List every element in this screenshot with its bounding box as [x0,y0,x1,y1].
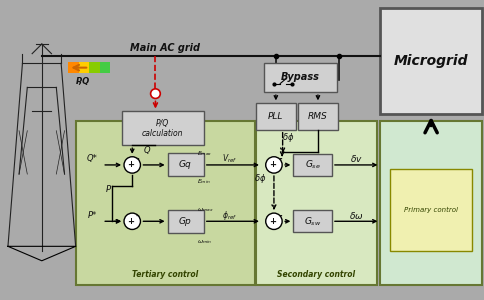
Circle shape [124,213,140,230]
Text: Secondary control: Secondary control [277,270,355,279]
Text: $\omega_{min}$: $\omega_{min}$ [196,238,212,246]
Text: -: - [136,212,139,220]
Text: P: P [106,185,111,194]
Text: Bypass: Bypass [281,72,319,82]
Text: RMS: RMS [307,112,327,121]
FancyBboxPatch shape [256,121,376,285]
Text: PLL: PLL [268,112,283,121]
Circle shape [265,213,282,230]
Bar [100,62,110,73]
Text: -: - [136,155,139,164]
Text: $V_{ref}$: $V_{ref}$ [221,152,237,165]
Text: $\phi_{ref}$: $\phi_{ref}$ [222,208,237,221]
Text: Q: Q [143,146,150,154]
Text: $\delta v$: $\delta v$ [349,153,362,164]
Text: Q*: Q* [87,154,98,163]
Text: $G_{se}$: $G_{se}$ [304,159,320,171]
FancyBboxPatch shape [167,153,203,176]
FancyBboxPatch shape [256,103,295,130]
Text: $\delta\phi$: $\delta\phi$ [254,172,266,185]
Text: Gq: Gq [179,160,191,169]
FancyBboxPatch shape [293,154,331,176]
Text: -: - [278,212,282,220]
Text: P*: P* [88,211,97,220]
Text: $\delta\omega$: $\delta\omega$ [348,209,363,220]
FancyBboxPatch shape [298,103,337,130]
Text: P,Q: P,Q [76,77,90,86]
Text: $E_{min}$: $E_{min}$ [196,177,210,186]
Text: Tertiary control: Tertiary control [132,270,198,279]
FancyBboxPatch shape [379,121,481,285]
Text: Primary control: Primary control [403,207,457,213]
Text: $E_{max}$: $E_{max}$ [196,149,212,158]
Bar [89,62,100,73]
FancyBboxPatch shape [389,169,471,251]
FancyBboxPatch shape [76,121,254,285]
Text: +: + [269,160,275,169]
Bar [68,62,78,73]
FancyBboxPatch shape [121,112,203,145]
Text: P/Q
calculation: P/Q calculation [142,118,183,138]
FancyBboxPatch shape [379,8,481,114]
Text: +: + [127,160,134,169]
Text: $\delta\phi$: $\delta\phi$ [282,131,294,145]
Circle shape [124,157,140,173]
Text: Main AC grid: Main AC grid [130,43,200,53]
Text: -: - [278,155,282,164]
FancyBboxPatch shape [264,63,336,92]
FancyBboxPatch shape [167,210,203,233]
Bar [78,62,89,73]
Text: $\omega_{max}$: $\omega_{max}$ [196,206,213,214]
Text: +: + [127,217,134,226]
FancyBboxPatch shape [293,210,331,232]
Circle shape [265,157,282,173]
Circle shape [151,89,160,98]
Text: +: + [269,217,275,226]
Text: Microgrid: Microgrid [393,54,468,68]
Text: Gp: Gp [179,217,191,226]
Text: $G_{sw}$: $G_{sw}$ [303,215,321,227]
